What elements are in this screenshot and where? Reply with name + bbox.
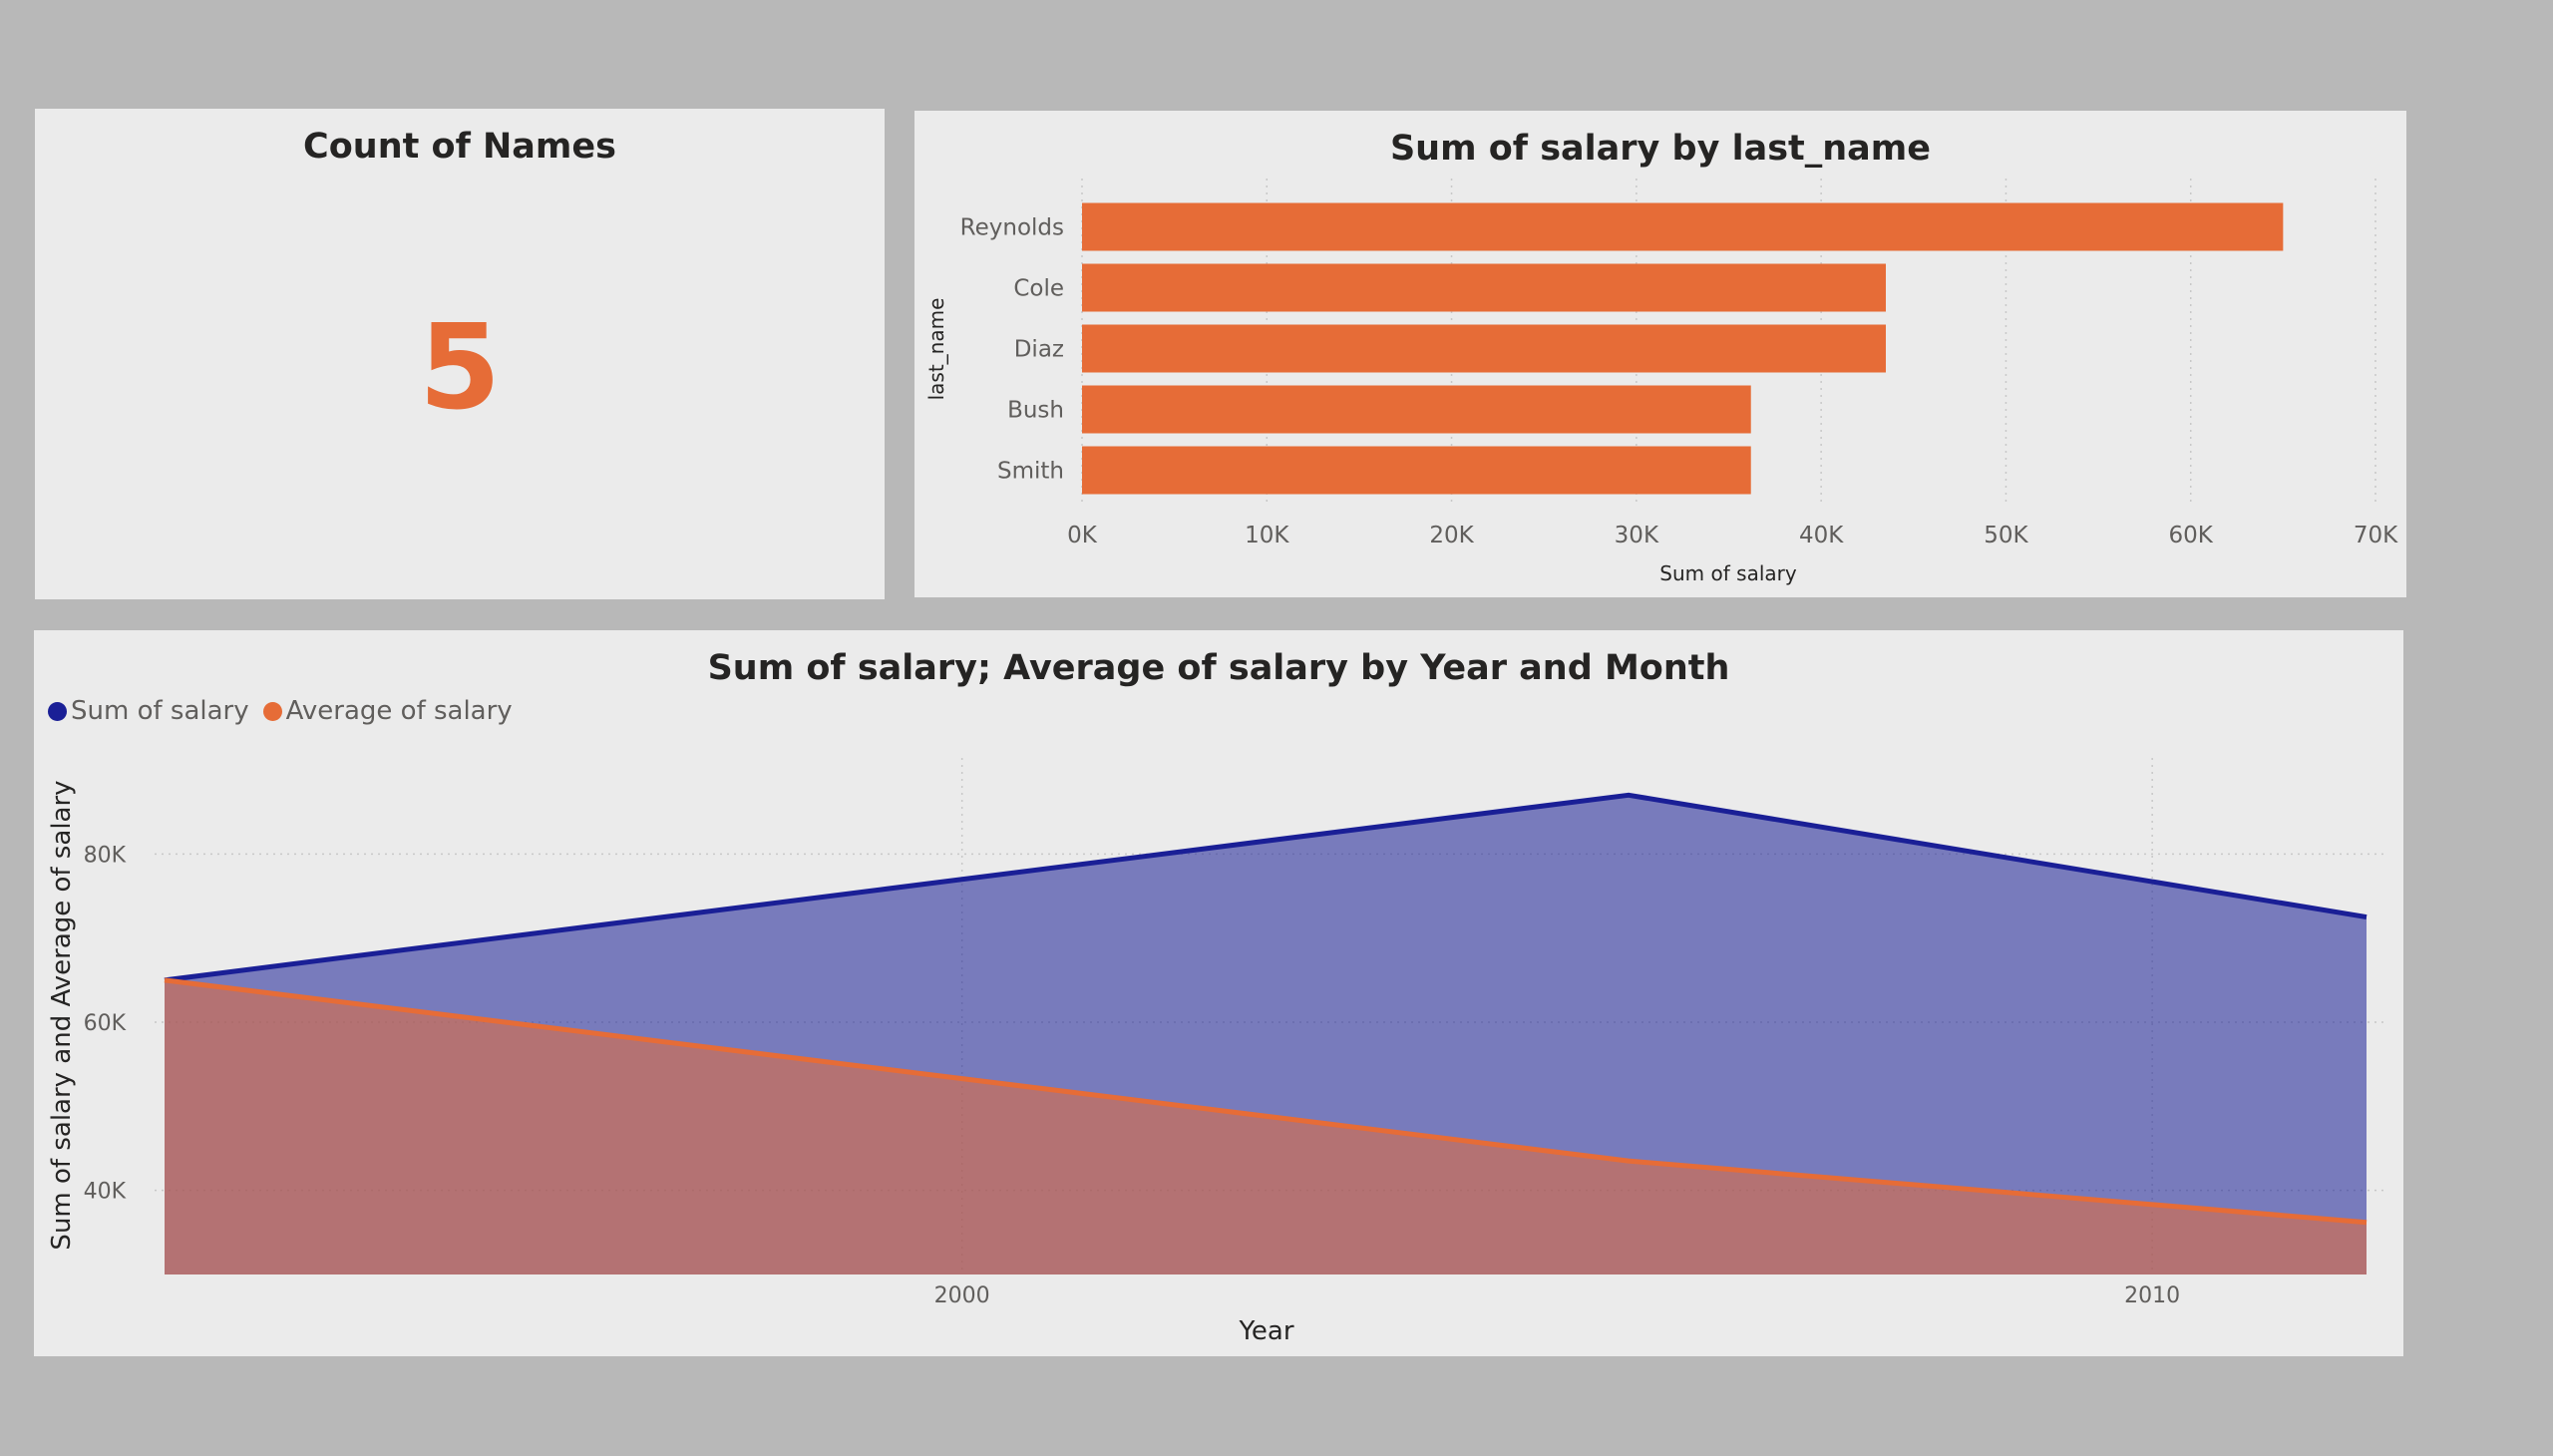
- bar-x-tick-label: 0K: [1067, 523, 1098, 548]
- kpi-value: 5: [418, 298, 502, 436]
- area-x-tick-label: 2000: [934, 1283, 990, 1308]
- legend-item-sum[interactable]: Sum of salary: [48, 696, 249, 726]
- bar-category-label: Cole: [1013, 276, 1064, 302]
- bar-x-tick-label: 60K: [2169, 523, 2214, 548]
- count-card-title: Count of Names: [303, 127, 616, 167]
- area-chart-title: Sum of salary; Average of salary by Year…: [707, 648, 1730, 688]
- area-y-tick-label: 60K: [84, 1011, 127, 1036]
- bar-x-tick-label: 70K: [2354, 523, 2398, 548]
- bar-category-label: Bush: [1007, 398, 1064, 424]
- salary-by-year-card[interactable]: Sum of salary; Average of salary by Year…: [34, 630, 2403, 1356]
- area-y-axis-title: Sum of salary and Average of salary: [47, 780, 77, 1250]
- bar-x-axis-title: Sum of salary: [1659, 561, 1797, 585]
- bar-category-label: Diaz: [1014, 337, 1064, 363]
- legend-average-dot-icon: [262, 701, 282, 721]
- series-line-sum: [164, 792, 2368, 983]
- legend-average-label: Average of salary: [285, 696, 513, 726]
- bar-diaz: [1082, 324, 1886, 373]
- chart-legend: Sum of salary Average of salary: [48, 696, 527, 726]
- count-of-names-card[interactable]: Count of Names 5: [35, 109, 885, 599]
- bar-x-tick-label: 30K: [1615, 523, 1659, 548]
- bar-chart: 0K 10K 20K 30K 40K 50K 60K 70K Reynolds Cole Diaz B…: [924, 179, 2398, 585]
- bar-cole: [1082, 263, 1886, 312]
- legend-sum-label: Sum of salary: [71, 696, 249, 726]
- bar-x-tick-label: 40K: [1799, 523, 1844, 548]
- legend-sum-dot-icon: [48, 701, 67, 721]
- series-line-average: [164, 977, 2368, 1226]
- legend-item-average[interactable]: Average of salary: [262, 696, 513, 726]
- bar-x-tick-label: 20K: [1429, 523, 1474, 548]
- bar-chart-title: Sum of salary by last_name: [1389, 129, 1932, 169]
- area-chart: 40K 60K 80K 2000 2010 Year Sum of salary and A…: [47, 758, 2383, 1346]
- area-y-tick-label: 80K: [84, 843, 127, 868]
- bar-y-axis-title: last_name: [924, 298, 948, 401]
- area-x-tick-label: 2010: [2124, 1283, 2180, 1308]
- bar-smith: [1082, 446, 1751, 495]
- bar-category-label: Smith: [997, 459, 1064, 485]
- bar-category-label: Reynolds: [960, 215, 1064, 241]
- area-x-axis-title: Year: [1238, 1316, 1293, 1346]
- area-fill-average: [165, 979, 2367, 1274]
- bar-bush: [1082, 385, 1751, 434]
- bar-x-tick-label: 50K: [1984, 523, 2028, 548]
- bar-reynolds: [1082, 202, 2284, 251]
- salary-by-last-name-card[interactable]: Sum of salary by last_name 0K 10K 20K 30K 40…: [914, 111, 2406, 597]
- bar-x-tick-label: 10K: [1245, 523, 1289, 548]
- area-y-tick-label: 40K: [84, 1180, 127, 1205]
